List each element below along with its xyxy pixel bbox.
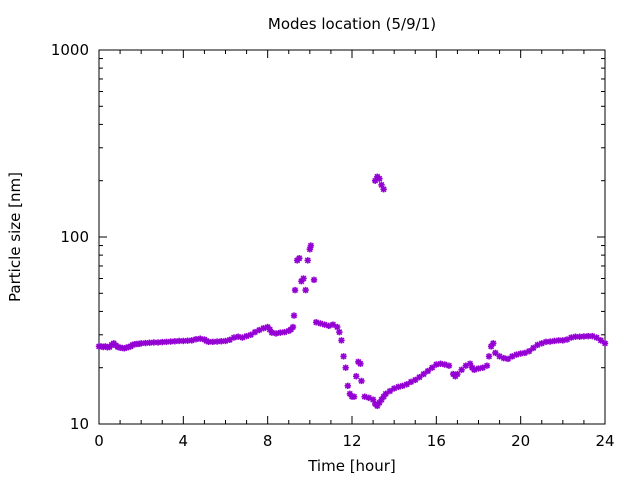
data-point [154,339,162,346]
data-point [268,329,276,336]
data-point [597,337,604,344]
data-point [593,334,600,341]
data-point [458,366,465,373]
data-points [95,173,609,410]
data-point [310,276,318,284]
x-tick-label: 24 [595,432,614,450]
data-point [601,340,609,347]
data-point [296,255,303,262]
data-point [412,376,419,384]
x-tick-label: 20 [511,432,530,450]
data-point [350,393,358,400]
data-point [300,275,307,282]
data-point [380,186,387,193]
x-tick-label: 16 [427,432,446,450]
data-point [304,257,311,264]
y-tick-label: 10 [70,415,89,433]
data-point [353,373,360,380]
data-point [338,337,345,344]
x-axis-label: Time [hour] [307,457,396,475]
data-point [289,323,297,331]
x-tick-label: 4 [179,432,189,450]
y-axis-label: Particle size [nm] [6,172,24,302]
data-point [302,286,309,294]
data-point [358,377,365,385]
x-tick-label: 12 [342,432,361,450]
data-point [382,390,389,398]
data-point [420,370,427,378]
data-point [290,312,298,319]
data-point [509,353,516,360]
data-point [336,328,343,336]
axis-ticks [98,50,606,425]
y-tick-label: 100 [60,228,89,246]
data-point [483,362,491,369]
data-point [454,370,461,378]
data-point [445,362,453,369]
chart-title: Modes location (5/9/1) [268,15,436,33]
data-point [546,338,554,345]
data-point [344,382,351,390]
data-point [334,323,341,331]
x-tick-label: 8 [263,432,273,450]
data-point [159,338,166,346]
x-tick-labels: 0 4 8 12 16 20 24 [94,432,614,450]
data-point [291,286,299,294]
data-point [307,242,315,249]
data-point [485,353,493,360]
data-point [500,354,507,362]
data-point [272,330,280,337]
x-tick-label: 0 [94,432,104,450]
data-point [340,353,347,360]
data-point [146,339,153,346]
data-point [357,360,364,367]
y-tick-label: 1000 [51,41,89,59]
y-tick-labels: 10 100 1000 [51,41,89,433]
data-point [490,340,497,347]
plot-frame [98,49,606,425]
data-point [342,364,349,371]
data-point [376,175,383,182]
data-point [517,350,524,357]
